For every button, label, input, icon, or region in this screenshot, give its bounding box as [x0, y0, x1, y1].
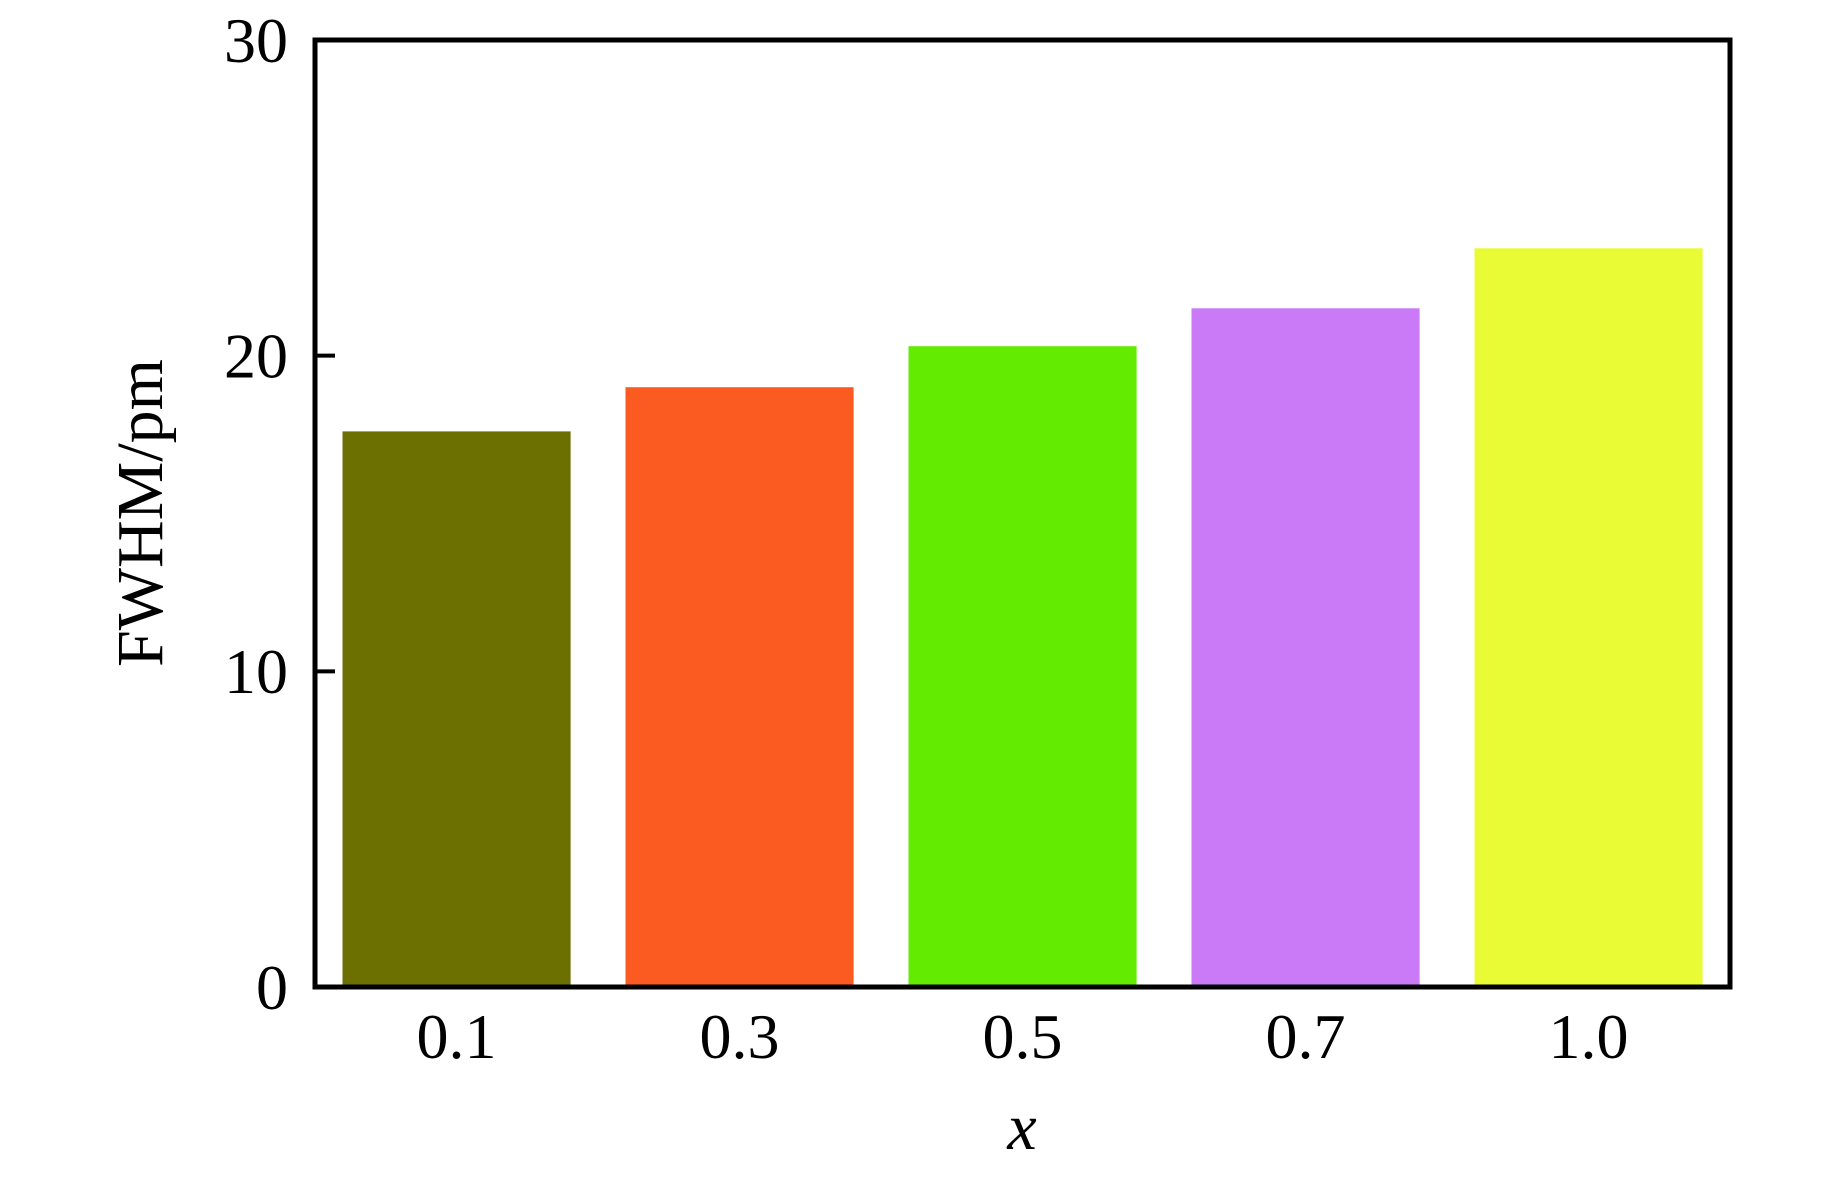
- y-tick-label-10: 10: [224, 636, 288, 707]
- bar-1.0: [1474, 248, 1703, 988]
- bar-0.1: [342, 431, 571, 987]
- y-tick-label-0: 0: [256, 952, 288, 1023]
- y-tick-label-20: 20: [224, 320, 288, 391]
- x-category-label-0.7: 0.7: [1266, 1001, 1346, 1072]
- bar-0.5: [908, 346, 1137, 987]
- bar-0.3: [625, 387, 854, 987]
- bar-0.7: [1191, 308, 1420, 987]
- x-axis-label: x: [1007, 1091, 1037, 1164]
- x-category-label-0.3: 0.3: [700, 1001, 780, 1072]
- x-category-label-0.5: 0.5: [983, 1001, 1063, 1072]
- y-tick-label-30: 30: [224, 5, 288, 76]
- plot-border: [312, 37, 1733, 990]
- x-category-label-1.0: 1.0: [1549, 1001, 1629, 1072]
- y-axis-label: FWHM/pm: [104, 358, 177, 668]
- x-category-label-0.1: 0.1: [417, 1001, 497, 1072]
